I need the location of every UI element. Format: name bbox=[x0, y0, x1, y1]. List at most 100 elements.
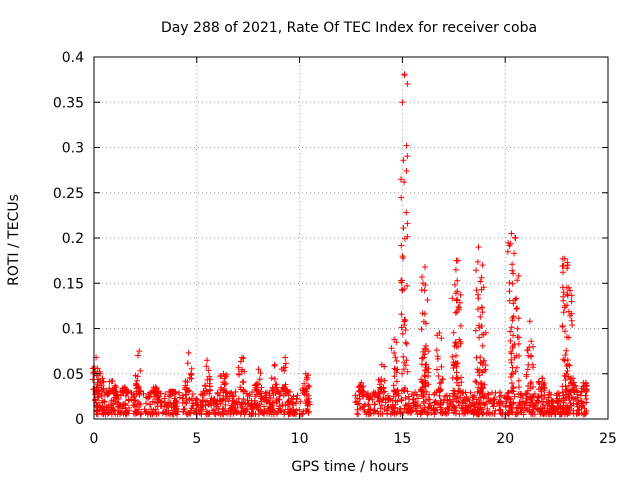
data-point bbox=[514, 325, 521, 332]
data-point bbox=[168, 403, 175, 410]
data-point bbox=[249, 389, 256, 396]
data-point bbox=[564, 357, 571, 363]
data-point bbox=[285, 392, 292, 399]
axis-ticks: 0 5 10 15 20 25 0 0.05 0.1 0.15 0.2 0.25 0.3 0.35 0.4 bbox=[53, 50, 617, 447]
data-point bbox=[472, 378, 479, 385]
data-point bbox=[451, 342, 458, 349]
data-point bbox=[422, 373, 429, 380]
data-point bbox=[134, 410, 140, 417]
data-point bbox=[567, 287, 574, 294]
data-point bbox=[515, 391, 522, 398]
data-point bbox=[449, 396, 456, 403]
data-point bbox=[290, 406, 297, 413]
data-point bbox=[153, 385, 160, 392]
data-point bbox=[507, 403, 514, 410]
data-point bbox=[281, 384, 288, 390]
data-point bbox=[475, 244, 482, 251]
x-tick-label: 15 bbox=[393, 431, 411, 447]
data-point bbox=[133, 385, 140, 392]
data-point bbox=[514, 364, 520, 371]
data-point bbox=[549, 398, 556, 405]
data-point bbox=[391, 411, 398, 418]
data-point bbox=[115, 403, 122, 410]
data-point bbox=[241, 368, 248, 375]
data-point bbox=[453, 374, 460, 381]
data-point bbox=[172, 402, 179, 409]
data-point bbox=[529, 361, 536, 368]
data-point bbox=[299, 385, 306, 392]
data-point bbox=[375, 377, 382, 383]
data-point bbox=[367, 407, 374, 414]
data-point bbox=[512, 296, 519, 303]
y-tick-label: 0.2 bbox=[62, 231, 84, 247]
data-point bbox=[481, 381, 488, 388]
data-point-outlier bbox=[399, 253, 406, 260]
data-point bbox=[513, 305, 520, 312]
data-point bbox=[401, 179, 408, 185]
data-point bbox=[391, 373, 398, 380]
data-point bbox=[222, 401, 229, 408]
data-point bbox=[398, 311, 405, 318]
data-point bbox=[152, 384, 159, 391]
data-point bbox=[486, 398, 492, 405]
data-point bbox=[282, 402, 289, 409]
data-point bbox=[508, 350, 515, 357]
data-point bbox=[553, 392, 560, 399]
data-point bbox=[489, 410, 496, 417]
data-point bbox=[540, 411, 547, 418]
data-point bbox=[538, 388, 545, 395]
data-point bbox=[180, 408, 187, 415]
data-point bbox=[428, 405, 435, 412]
data-point bbox=[530, 402, 537, 409]
data-point bbox=[507, 399, 514, 406]
data-point bbox=[456, 402, 463, 409]
data-point bbox=[296, 406, 303, 413]
data-point bbox=[506, 288, 513, 295]
data-point bbox=[136, 348, 143, 355]
data-points bbox=[89, 71, 590, 418]
data-point bbox=[133, 404, 140, 410]
data-point bbox=[516, 334, 522, 341]
data-point bbox=[128, 396, 135, 403]
data-point bbox=[582, 392, 589, 399]
data-point bbox=[267, 395, 274, 402]
data-point bbox=[480, 284, 487, 291]
data-point bbox=[100, 386, 107, 393]
data-point bbox=[570, 395, 577, 401]
data-point bbox=[161, 395, 168, 402]
data-point bbox=[509, 315, 516, 321]
x-tick-label: 0 bbox=[90, 431, 99, 447]
data-point bbox=[510, 270, 517, 277]
data-point bbox=[419, 409, 425, 416]
data-point bbox=[506, 297, 513, 304]
data-point bbox=[435, 373, 442, 379]
data-point bbox=[137, 401, 144, 408]
data-point bbox=[451, 404, 458, 411]
data-point bbox=[126, 407, 133, 414]
data-point bbox=[118, 392, 124, 399]
data-point bbox=[246, 411, 253, 418]
data-point bbox=[530, 343, 537, 350]
data-point bbox=[431, 390, 438, 396]
data-point bbox=[208, 395, 215, 402]
data-point bbox=[124, 387, 131, 394]
data-point bbox=[419, 379, 426, 386]
data-point bbox=[452, 309, 459, 316]
data-point bbox=[115, 396, 122, 402]
data-point bbox=[473, 379, 480, 386]
data-point bbox=[463, 407, 470, 414]
data-point bbox=[475, 291, 481, 298]
data-point bbox=[98, 410, 105, 417]
data-point bbox=[425, 365, 432, 372]
data-point bbox=[559, 322, 566, 329]
data-point bbox=[541, 380, 548, 386]
data-point bbox=[240, 355, 247, 362]
data-point bbox=[402, 326, 409, 333]
data-point bbox=[232, 388, 239, 395]
data-point-outlier bbox=[559, 255, 566, 262]
data-point bbox=[284, 388, 291, 395]
data-point bbox=[422, 380, 429, 387]
data-point bbox=[422, 367, 428, 374]
data-point bbox=[269, 399, 276, 406]
data-point bbox=[398, 387, 405, 394]
